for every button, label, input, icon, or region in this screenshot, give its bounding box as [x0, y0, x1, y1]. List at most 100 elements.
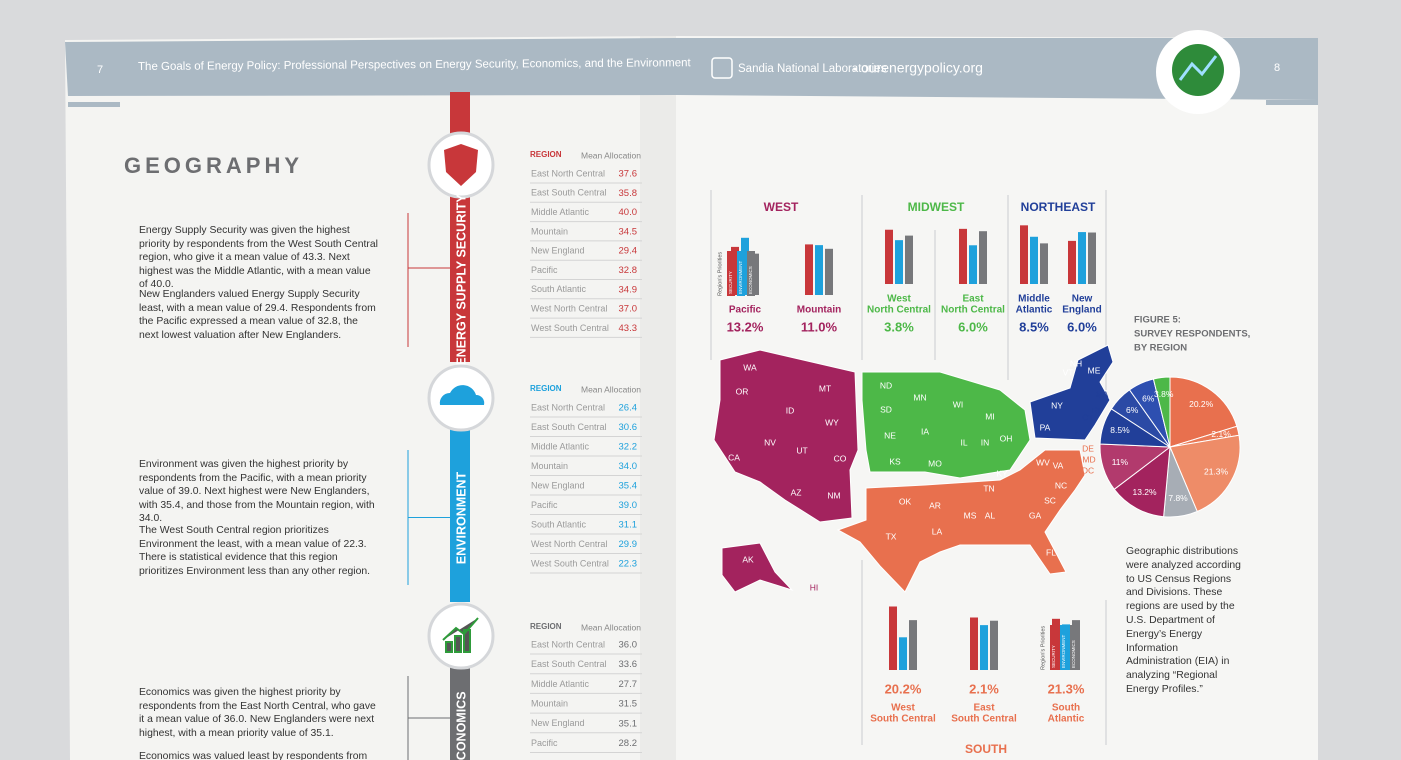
division-share: 8.5%	[1019, 319, 1049, 334]
table-cell: South Atlantic	[531, 519, 587, 529]
table-cell: Pacific	[531, 265, 558, 275]
pie-label: 6%	[1126, 405, 1139, 415]
state-label: AL	[985, 510, 996, 520]
table-value: 34.0	[619, 461, 638, 472]
priority-bar	[969, 245, 977, 284]
state-label: IL	[960, 437, 967, 447]
priority-bar	[1088, 232, 1096, 284]
table-cell: New England	[531, 480, 585, 490]
chart-icon	[442, 617, 479, 653]
pie-label: 11%	[1112, 457, 1129, 467]
division-name: North Central	[867, 305, 931, 316]
state-label: DE	[1082, 443, 1094, 453]
table-value: 29.4	[619, 246, 638, 257]
pie-label: 3.8%	[1154, 389, 1174, 399]
table-cell: Middle Atlantic	[531, 441, 590, 451]
legend-swatch	[737, 251, 745, 296]
division-name: New	[1072, 294, 1093, 305]
priority-bar	[909, 620, 917, 670]
table-header: Mean Allocation	[581, 622, 641, 632]
priority-bar	[1020, 225, 1028, 284]
region-name: WEST	[764, 200, 799, 214]
state-label: WY	[825, 417, 839, 427]
table-header: Mean Allocation	[581, 384, 641, 394]
table-value: 39.0	[619, 500, 638, 511]
running-title: The Goals of Energy Policy: Professional…	[138, 57, 692, 73]
priority-bar	[905, 235, 913, 284]
division-name: Atlantic	[1016, 305, 1053, 316]
division-share: 6.0%	[1067, 319, 1097, 334]
table-value: 26.4	[619, 403, 638, 414]
logo-arrow	[1178, 55, 1218, 81]
table-value: 31.5	[619, 699, 638, 710]
pie-label: 8.5%	[1110, 425, 1130, 435]
table-cell: East South Central	[531, 659, 607, 669]
region-map	[861, 371, 1031, 479]
state-label: MI	[985, 411, 994, 421]
body-paragraph: The West South Central region prioritize…	[139, 525, 371, 577]
table-cell: Pacific	[531, 500, 558, 510]
legend-swatch	[747, 251, 755, 296]
shield-icon	[444, 144, 478, 186]
priority-bar	[825, 248, 833, 295]
state-label: LA	[932, 526, 943, 536]
table-header: REGION	[530, 150, 562, 159]
region-name: MIDWEST	[908, 200, 965, 214]
division-name: East	[962, 294, 984, 305]
state-label: MD	[1082, 454, 1095, 464]
division-name: South	[1052, 703, 1080, 714]
pie-label: 13.2%	[1132, 487, 1157, 497]
legend-label: SECURITY	[1051, 645, 1056, 668]
division-share: 6.0%	[958, 319, 988, 334]
division-share: 20.2%	[885, 681, 922, 696]
division-share: 13.2%	[727, 319, 764, 334]
page-number: 7	[97, 64, 103, 76]
table-header: Mean Allocation	[581, 150, 641, 160]
state-label: AZ	[791, 487, 802, 497]
right-header-bar	[676, 38, 1318, 100]
table-cell: West North Central	[531, 303, 607, 313]
state-label: OR	[736, 386, 749, 396]
organization: Sandia National Laboratories	[738, 63, 887, 75]
state-label: MS	[964, 510, 977, 520]
legend-swatch	[1060, 625, 1068, 670]
table-cell: New England	[531, 246, 585, 256]
table-cell: New England	[531, 718, 585, 728]
table-value: 32.8	[619, 265, 638, 276]
table-cell: West South Central	[531, 323, 609, 333]
table-value: 31.1	[619, 520, 638, 531]
priority-bar	[815, 245, 823, 295]
state-label: IA	[921, 426, 929, 436]
table-value: 37.0	[619, 304, 638, 315]
state-label: PA	[1040, 422, 1051, 432]
state-label: GA	[1029, 510, 1042, 520]
table-value: 28.2	[619, 738, 638, 749]
body-paragraph: Economics was valued least by respondent…	[139, 751, 368, 760]
table-value: 35.1	[619, 718, 638, 729]
table-cell: East South Central	[531, 188, 607, 198]
division-name: South Central	[951, 714, 1017, 725]
table-value: 40.0	[619, 207, 638, 218]
priority-bar	[899, 637, 907, 670]
table-cell: West South Central	[531, 558, 609, 568]
figure-caption: Geographic distributions were analyzed a…	[1126, 546, 1241, 695]
state-label: NY	[1051, 400, 1063, 410]
body-paragraph: Environment was given the highest priori…	[139, 459, 375, 525]
division-name: West	[891, 703, 915, 714]
table-cell: Mountain	[531, 461, 568, 471]
table-value: 27.7	[619, 679, 638, 690]
state-label: HI	[810, 582, 819, 592]
state-label: CT	[1082, 412, 1093, 422]
priority-bar	[980, 625, 988, 670]
priority-bar	[1040, 243, 1048, 284]
pie-label: 7.8%	[1168, 493, 1188, 503]
state-label: ND	[880, 380, 892, 390]
state-label: TX	[886, 531, 897, 541]
pie-slice	[1169, 376, 1238, 448]
region-map	[713, 349, 859, 523]
table-cell: Pacific	[531, 738, 558, 748]
table-value: 34.9	[619, 284, 638, 295]
state-label: OK	[899, 496, 912, 506]
division-name: South Central	[870, 714, 936, 725]
legend-label: SECURITY	[728, 271, 733, 294]
